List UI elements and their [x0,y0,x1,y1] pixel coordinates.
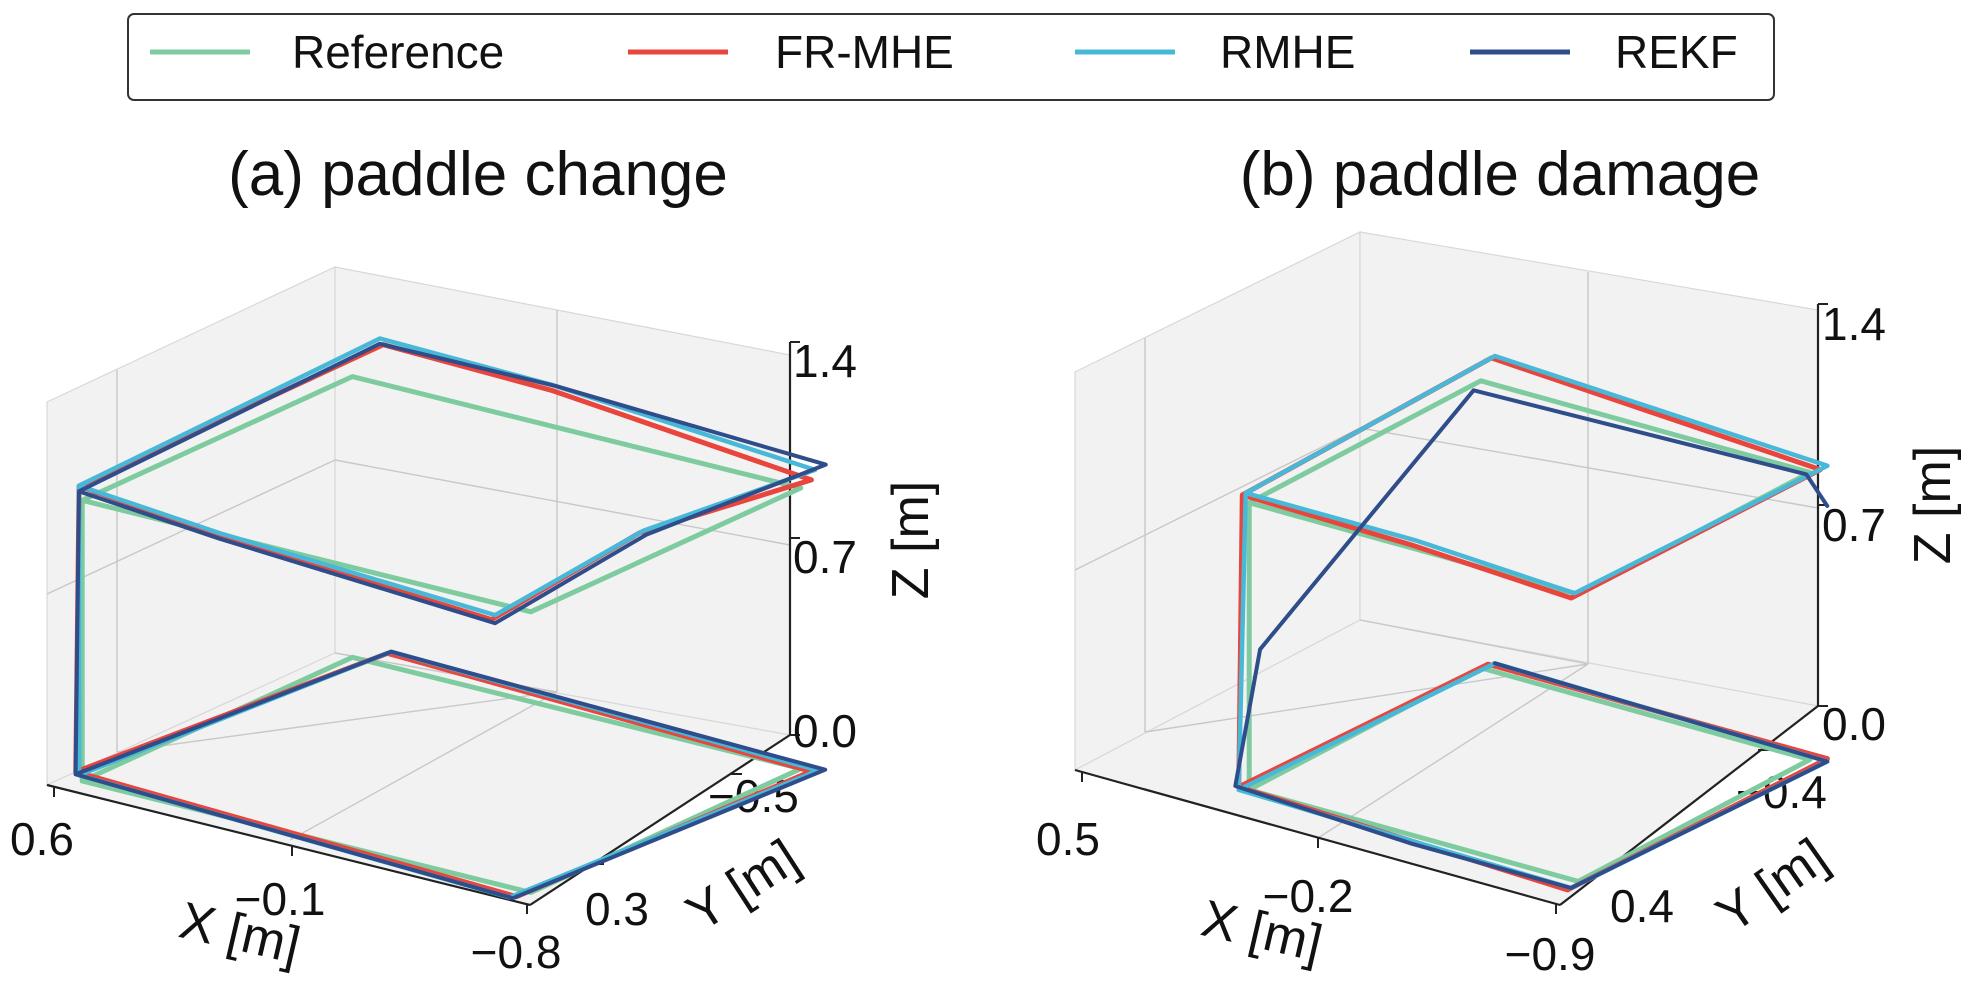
panel-b-x-axis [1074,768,1561,907]
panel-a-z-label: Z [m] [882,481,940,599]
panel-a-curves [73,336,828,901]
panel-b-x-tick-label: −0.9 [1505,928,1596,980]
panel-a-z-tick-label: 0.0 [793,705,857,757]
legend-label-fr-mhe: FR-MHE [775,26,954,78]
panel-b-title: (b) paddle damage [1240,140,1760,209]
panel-a-y-label: Y [m] [676,829,809,943]
panel-a-x-tick-label: 0.6 [10,813,74,865]
legend: Reference FR-MHE RMHE REKF [127,13,1775,101]
legend-label-rekf: REKF [1615,26,1738,78]
panel-b-x-tick-label: 0.5 [1036,813,1100,865]
panel-b-y-label: Y [m] [1706,828,1838,945]
legend-frame [127,13,1775,101]
series-rekf [73,341,828,901]
panel-b-curves [1233,353,1830,893]
legend-label-rmhe: RMHE [1220,26,1355,78]
legend-label-reference: Reference [292,26,504,78]
panel-a-x-tick-label: −0.1 [235,873,326,925]
panel-a-y-tick-label: 0.3 [585,883,649,935]
series-reference [79,374,804,895]
panel-a-x-tick-label: −0.8 [471,926,562,978]
panel-b-y-tick-label: 0.4 [1610,880,1674,932]
panel-a-y-axis [529,734,791,906]
panel-b-z-tick-label: 1.4 [1822,298,1886,350]
panel-b-z-tick-label: 0.7 [1822,499,1886,551]
panel-b-z-label: Z [m] [1904,446,1962,564]
panel-b-z-tick-label: 0.0 [1822,698,1886,750]
panel-a-z-tick-label: 0.7 [793,531,857,583]
panel-b: (b) paddle damage 1.4 0.7 0.0 0.5 −0.2 −… [1036,140,1962,980]
panel-b-x-tick-label: −0.2 [1263,870,1354,922]
panel-a-z-tick-label: 1.4 [793,335,857,387]
panel-a-x-axis [46,783,531,907]
series-rekf [1233,388,1830,890]
panel-a-title: (a) paddle change [228,140,728,209]
panel-a: (a) paddle change 1.4 0.7 0.0 [10,140,940,978]
